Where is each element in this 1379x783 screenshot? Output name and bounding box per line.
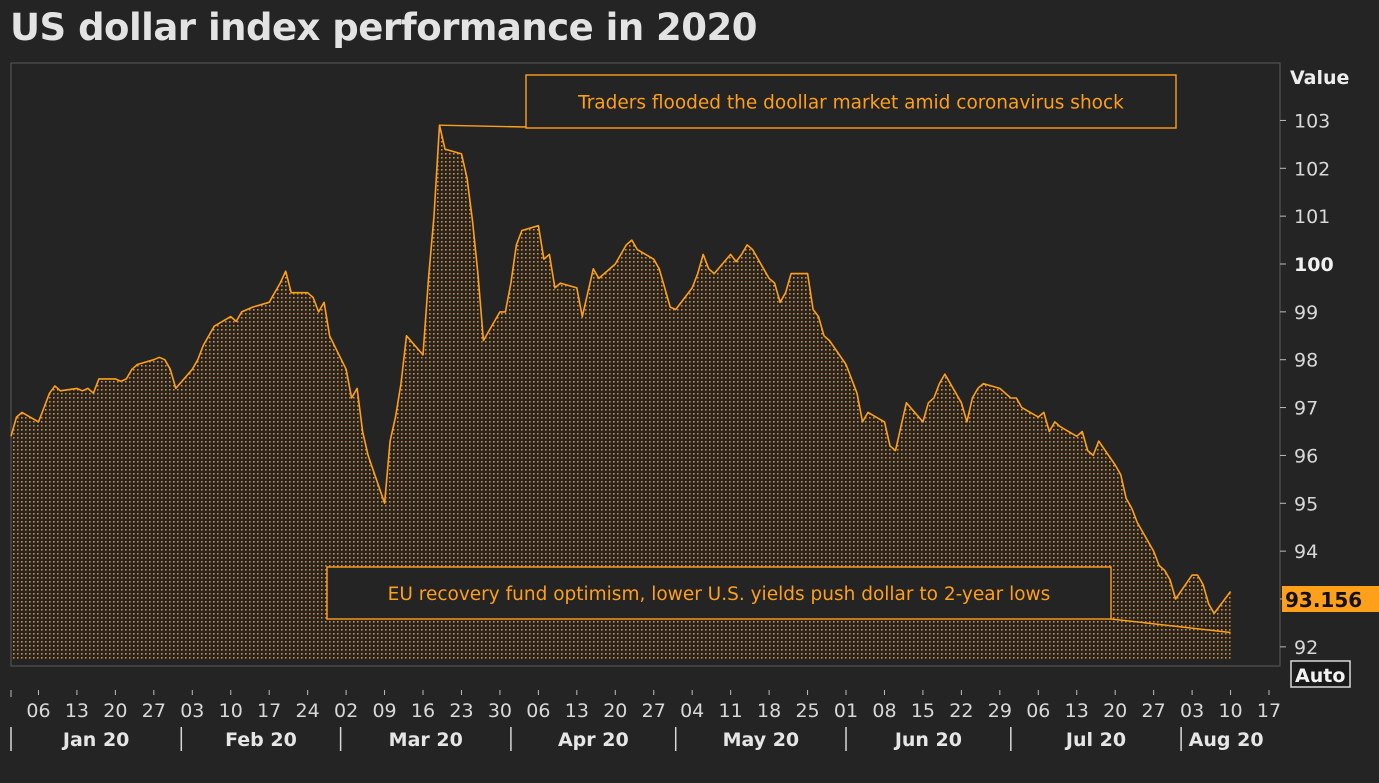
month-label: Jun 20 [893,729,962,751]
plot-area-border [10,62,1281,667]
last-value-badge: 93.156 [1282,586,1379,612]
y-tick-label: 102 [1294,158,1330,180]
y-tick-label: 103 [1294,110,1330,132]
x-tick-label: 29 [988,700,1012,722]
y-tick-label: 98 [1294,350,1318,372]
y-tick-label: 96 [1294,445,1318,467]
x-tick-label: 17 [257,700,281,722]
x-tick-label: 27 [642,700,666,722]
x-tick-label: 27 [1142,700,1166,722]
x-tick-label: 06 [26,700,50,722]
auto-scale-button[interactable]: Auto [1290,660,1351,688]
x-tick-label: 01 [834,700,858,722]
x-tick-label: 30 [488,700,512,722]
x-tick-label: 04 [680,700,704,722]
x-axis: 06 13 20 27 03 10 17 24 02 09 16 23 30 06 13 20 27 04 11 18… [10,690,1281,751]
auto-scale-button-frame[interactable] [1290,660,1351,688]
y-tick-label: 94 [1294,541,1318,563]
x-tick-label: 13 [565,700,589,722]
x-tick-label: 06 [526,700,550,722]
x-tick-label: 15 [911,700,935,722]
x-tick-label: 24 [296,700,320,722]
month-label: Jul 20 [1064,729,1126,751]
month-label: Apr 20 [558,729,629,751]
y-axis-title: Value [1290,67,1349,89]
annotations: Traders flooded the doollar market amid … [326,74,1231,634]
annotation-leader [439,124,527,128]
x-tick-label: 17 [1257,700,1281,722]
x-tick-label: 22 [949,700,973,722]
x-tick-label: 27 [142,700,166,722]
month-label: Feb 20 [225,729,297,751]
annotation-leader [1110,618,1231,634]
annotation-box [525,74,1177,129]
month-label: Aug 20 [1189,729,1264,751]
x-tick-label: 13 [1065,700,1089,722]
x-tick-label: 18 [757,700,781,722]
y-tick-label: 99 [1294,302,1318,324]
annotation-box [326,566,1112,620]
x-tick-label: 20 [1103,700,1127,722]
month-label: Mar 20 [389,729,463,751]
x-tick-label: 03 [180,700,204,722]
month-label: Jan 20 [61,729,129,751]
x-tick-label: 11 [719,700,743,722]
auto-scale-button-label[interactable]: Auto [1295,665,1345,687]
month-label: May 20 [723,729,800,751]
y-tick-label: 92 [1294,637,1318,659]
x-tick-label: 08 [872,700,896,722]
x-tick-label: 10 [219,700,243,722]
y-tick-label: 95 [1294,493,1318,515]
x-tick-label: 16 [411,700,435,722]
page-title: US dollar index performance in 2020 [10,6,758,49]
x-tick-label: 25 [795,700,819,722]
y-tick-label: 101 [1294,206,1330,228]
x-tick-label: 13 [65,700,89,722]
last-value-label: 93.156 [1285,588,1362,612]
y-axis: Value 92 94 95 96 97 98 99 100 101 102 103 [1280,67,1349,659]
x-tick-label: 02 [334,700,358,722]
x-tick-label: 10 [1218,700,1242,722]
annotation-text: EU recovery fund optimism, lower U.S. yi… [388,584,1051,605]
x-tick-label: 09 [372,700,396,722]
series-line [10,124,1232,615]
series-area-fill [11,125,1231,661]
y-tick-label: 97 [1294,398,1318,420]
x-tick-label: 20 [603,700,627,722]
series-area [10,124,1232,661]
annotation-text: Traders flooded the doollar market amid … [577,93,1124,114]
x-tick-label: 23 [449,700,473,722]
last-value-box [1282,586,1379,612]
x-tick-label: 06 [1026,700,1050,722]
x-tick-label: 20 [103,700,127,722]
y-tick-label: 100 [1294,254,1334,276]
x-tick-label: 03 [1180,700,1204,722]
